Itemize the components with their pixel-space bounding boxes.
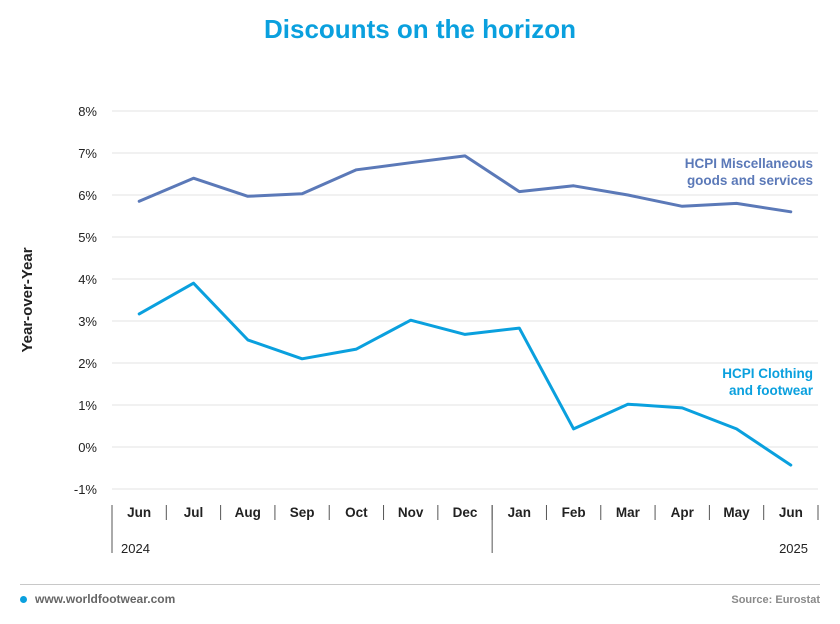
x-tick-label: May [723, 505, 750, 520]
x-tick-label: Jan [508, 505, 531, 520]
x-tick-label: Sep [290, 505, 315, 520]
y-tick-label: 8% [78, 104, 97, 119]
series-label: HCPI Miscellaneous [685, 156, 813, 171]
series-label: HCPI Clothing [722, 366, 813, 381]
y-tick-label: 0% [78, 440, 97, 455]
y-tick-label: 5% [78, 230, 97, 245]
footer-site-label: www.worldfootwear.com [35, 592, 176, 606]
y-tick-label: 3% [78, 314, 97, 329]
x-tick-label: Jun [127, 505, 151, 520]
series-label: and footwear [729, 383, 814, 398]
x-tick-label: Jun [779, 505, 803, 520]
bullet-dot-icon [20, 595, 27, 603]
footer-source: Source: Eurostat [731, 594, 820, 606]
x-tick-label: Apr [671, 505, 695, 520]
x-tick-label: Feb [562, 505, 586, 520]
footer-site[interactable]: www.worldfootwear.com [20, 592, 175, 606]
x-tick-label: Oct [345, 505, 368, 520]
x-tick-label: Dec [453, 505, 478, 520]
y-tick-label: 6% [78, 188, 97, 203]
y-tick-label: -1% [74, 482, 98, 497]
x-tick-label: Aug [235, 505, 261, 520]
x-tick-label: Nov [398, 505, 424, 520]
footer-divider [20, 584, 820, 585]
chart-title: Discounts on the horizon [264, 14, 576, 44]
y-tick-label: 1% [78, 398, 97, 413]
series-label: goods and services [687, 173, 813, 188]
x-tick-label: Mar [616, 505, 641, 520]
x-tick-label: Jul [184, 505, 204, 520]
y-tick-label: 4% [78, 272, 97, 287]
y-tick-label: 2% [78, 356, 97, 371]
line-chart: -1% 0% 1% 2% 3% 4% 5% 6% 7% 8% Year-over-Year Jun Ju… [19, 104, 819, 556]
year-label: 2025 [779, 541, 808, 556]
year-label: 2024 [121, 541, 150, 556]
y-axis-title: Year-over-Year [19, 247, 36, 352]
series-line [137, 154, 793, 214]
y-tick-label: 7% [78, 146, 97, 161]
series-line [137, 281, 793, 467]
